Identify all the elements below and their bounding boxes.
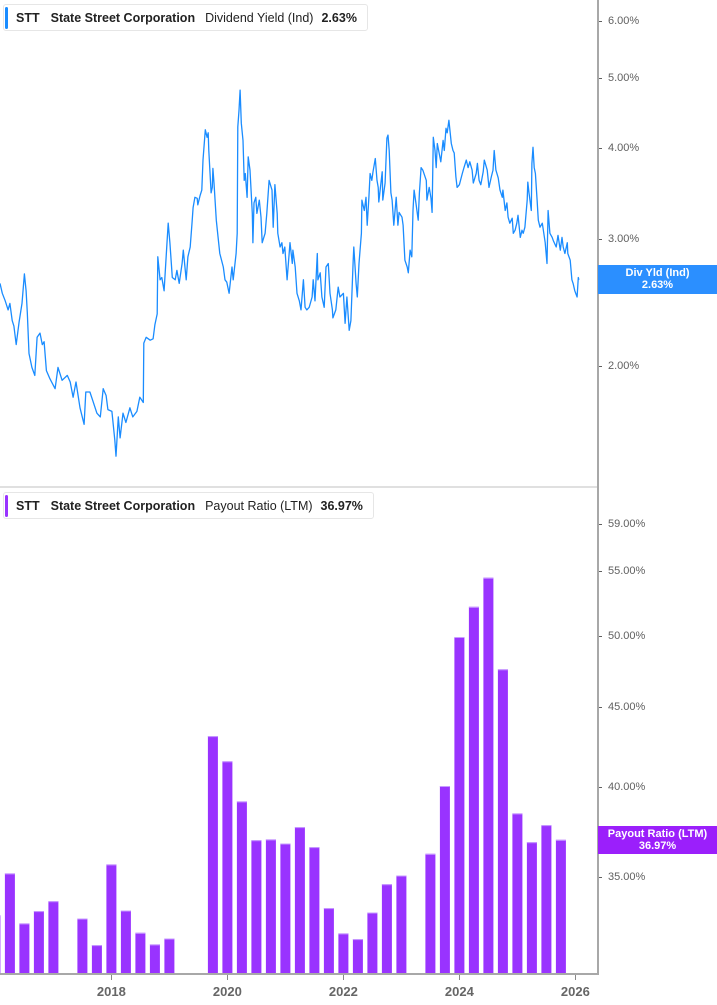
payout-ratio-bar[interactable]: [207, 736, 218, 975]
payout-ratio-bar[interactable]: [483, 577, 494, 975]
x-tick-label: 2026: [560, 984, 590, 999]
y-tick-mark: [599, 523, 602, 525]
y-tick-mark: [599, 571, 602, 573]
payout-ratio-bar[interactable]: [439, 786, 450, 975]
tag-value: 36.97%: [638, 839, 677, 852]
payout-ratio-bar[interactable]: [19, 923, 30, 975]
payout-ratio-last-value-tag: Payout Ratio (LTM) 36.97%: [598, 825, 717, 854]
panel-divider[interactable]: [0, 486, 597, 488]
x-tick-mark: [111, 975, 113, 980]
tag-value: 2.63%: [641, 279, 674, 292]
y-tick-label: 35.00%: [608, 870, 646, 883]
dividend-yield-legend[interactable]: STT State Street Corporation Dividend Yi…: [3, 4, 368, 31]
payout-ratio-bar[interactable]: [265, 839, 276, 975]
payout-ratio-bar[interactable]: [91, 945, 102, 975]
payout-ratio-bar[interactable]: [396, 875, 407, 976]
y-tick-label: 4.00%: [608, 142, 640, 155]
x-tick-mark: [459, 975, 461, 980]
payout-ratio-bar[interactable]: [251, 840, 262, 975]
payout-ratio-bar[interactable]: [106, 864, 117, 975]
payout-ratio-bar[interactable]: [280, 843, 291, 976]
payout-ratio-chart: STT State Street Corporation Payout Rati…: [0, 488, 717, 975]
legend-metric: Dividend Yield (Ind): [205, 10, 314, 25]
payout-ratio-bar[interactable]: [309, 847, 320, 975]
y-tick-mark: [599, 238, 602, 240]
x-tick-label: 2018: [96, 984, 126, 999]
x-tick-mark: [343, 975, 345, 980]
payout-ratio-bar[interactable]: [497, 669, 508, 975]
payout-ratio-bar[interactable]: [381, 884, 392, 975]
y-tick-mark: [599, 365, 602, 367]
payout-ratio-bar[interactable]: [512, 813, 523, 975]
payout-ratio-legend[interactable]: STT State Street Corporation Payout Rati…: [3, 492, 374, 519]
payout-ratio-bar[interactable]: [555, 839, 566, 975]
x-tick-label: 2024: [444, 984, 474, 999]
legend-value: 2.63%: [321, 10, 357, 25]
payout-ratio-bar[interactable]: [4, 873, 15, 975]
legend-company: State Street Corporation: [50, 498, 196, 513]
y-tick-label: 59.00%: [608, 517, 646, 530]
series-color-swatch: [5, 494, 8, 517]
payout-ratio-bar[interactable]: [164, 938, 175, 976]
payout-ratio-bar[interactable]: [526, 842, 537, 975]
x-tick-mark: [575, 975, 577, 980]
y-axis-line[interactable]: [597, 0, 599, 975]
y-tick-label: 3.00%: [608, 232, 640, 245]
payout-ratio-bar[interactable]: [77, 918, 88, 976]
payout-ratio-bar[interactable]: [236, 801, 247, 975]
dividend-yield-line[interactable]: [0, 89, 580, 457]
x-tick-mark: [227, 975, 229, 980]
legend-value: 36.97%: [320, 498, 363, 513]
y-tick-label: 40.00%: [608, 780, 646, 793]
payout-ratio-bar[interactable]: [120, 910, 131, 976]
dividend-yield-last-value-tag: Div Yld (Ind) 2.63%: [598, 264, 717, 294]
legend-company: State Street Corporation: [50, 10, 196, 25]
payout-ratio-bar[interactable]: [33, 911, 44, 975]
y-tick-label: 45.00%: [608, 700, 646, 713]
y-tick-label: 2.00%: [608, 359, 640, 372]
legend-metric: Payout Ratio (LTM): [205, 498, 313, 513]
y-tick-mark: [599, 706, 602, 708]
payout-ratio-bar[interactable]: [338, 933, 349, 975]
payout-ratio-bar[interactable]: [48, 901, 59, 975]
dividend-yield-chart: STT State Street Corporation Dividend Yi…: [0, 0, 717, 487]
payout-ratio-bar[interactable]: [367, 912, 378, 976]
y-tick-mark: [599, 148, 602, 150]
x-axis-line[interactable]: [0, 973, 599, 975]
legend-ticker: STT: [16, 498, 40, 513]
y-tick-mark: [599, 20, 602, 22]
y-tick-label: 5.00%: [608, 72, 640, 84]
series-color-swatch: [5, 6, 8, 29]
payout-ratio-bar[interactable]: [323, 908, 334, 975]
payout-ratio-bar[interactable]: [541, 825, 552, 975]
payout-ratio-bar[interactable]: [135, 932, 146, 975]
payout-ratio-bar[interactable]: [468, 606, 479, 975]
payout-ratio-plot[interactable]: [0, 488, 598, 975]
y-tick-label: 50.00%: [608, 629, 646, 642]
payout-ratio-bar[interactable]: [149, 944, 160, 975]
y-tick-mark: [599, 78, 602, 79]
x-tick-label: 2020: [212, 984, 242, 999]
tag-label: Div Yld (Ind): [625, 267, 690, 280]
x-tick-label: 2022: [328, 984, 358, 999]
y-tick-mark: [599, 635, 602, 637]
y-tick-mark: [599, 876, 602, 878]
payout-ratio-bar[interactable]: [294, 827, 305, 975]
tag-label: Payout Ratio (LTM): [607, 827, 708, 840]
y-tick-label: 6.00%: [608, 14, 640, 27]
payout-ratio-bar[interactable]: [222, 761, 233, 975]
payout-ratio-bar[interactable]: [425, 853, 436, 975]
payout-ratio-bar[interactable]: [454, 637, 465, 975]
y-tick-mark: [599, 786, 602, 788]
y-tick-label: 55.00%: [608, 565, 646, 578]
dividend-yield-plot[interactable]: [0, 0, 598, 487]
legend-ticker: STT: [16, 10, 40, 25]
payout-ratio-bar[interactable]: [352, 939, 363, 975]
